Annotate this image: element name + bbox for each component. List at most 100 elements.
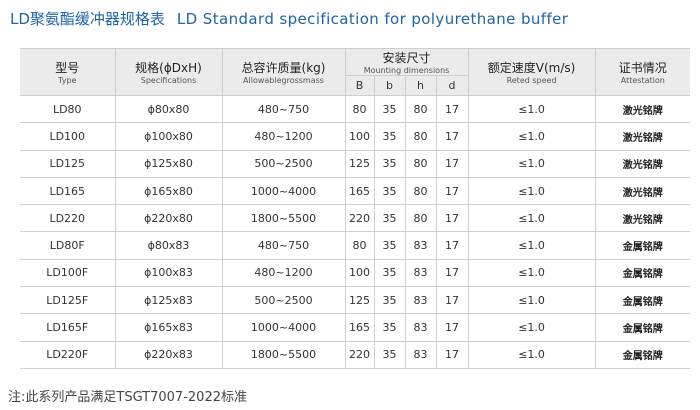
table-row: LD100F ϕ100x83 480~1200 100 35 83 17 ≤1.0 金属铭牌 (20, 258, 691, 288)
table-cell: 激光铭牌 (594, 149, 691, 178)
table-cell: 35 (373, 231, 406, 260)
header-en: Mounting dimensions (363, 66, 450, 75)
table-cell: 80 (404, 149, 437, 178)
table-cell: 金属铭牌 (594, 340, 691, 369)
table-cell: LD125F (20, 286, 116, 315)
table-cell: ϕ125x83 (114, 286, 223, 315)
header-cell: 证书情况 Attestation (594, 48, 691, 96)
header-cell: 额定速度V(m/s) Reted speed (467, 48, 596, 96)
table-cell: ϕ125x80 (114, 149, 223, 178)
table-cell: 激光铭牌 (594, 176, 691, 206)
table-cell: ≤1.0 (467, 286, 596, 315)
title-en: LD Standard specification for polyuretha… (176, 10, 569, 28)
table-cell: ϕ80x83 (114, 231, 223, 260)
sub-header: b (373, 75, 406, 96)
table-cell: 480~1200 (221, 122, 346, 151)
table-cell: ϕ165x83 (114, 313, 223, 342)
table-cell: ϕ100x80 (114, 122, 223, 151)
table-row: LD80 ϕ80x80 480~750 80 35 80 17 ≤1.0 激光铭牌 (20, 94, 691, 124)
table-cell: 220 (344, 340, 375, 369)
table-cell: 80 (404, 176, 437, 206)
table-cell: LD220 (20, 204, 116, 233)
table-cell: 165 (344, 313, 375, 342)
table-row: LD100 ϕ100x80 480~1200 100 35 80 17 ≤1.0 激光铭牌 (20, 122, 691, 151)
table-cell: 17 (435, 340, 469, 369)
table-cell: 1000~4000 (221, 313, 346, 342)
table-cell: LD125 (20, 149, 116, 178)
table-cell: 17 (435, 313, 469, 342)
table-cell: 83 (404, 286, 437, 315)
header-en: Specifications (140, 76, 197, 85)
sub-header: h (404, 75, 437, 96)
table-cell: ϕ220x83 (114, 340, 223, 369)
header-cell: 总容许质量(kg) Allowablegrossmass (221, 48, 346, 96)
table-cell: 480~750 (221, 231, 346, 260)
table-cell: 80 (404, 204, 437, 233)
table-cell: 83 (404, 313, 437, 342)
table-cell: 35 (373, 258, 406, 288)
table-cell: ≤1.0 (467, 94, 596, 124)
table-cell: 17 (435, 94, 469, 124)
table-cell: LD220F (20, 340, 116, 369)
table-row: LD165 ϕ165x80 1000~4000 165 35 80 17 ≤1.0 激光铭牌 (20, 176, 691, 206)
table-cell: ≤1.0 (467, 204, 596, 233)
header-en: Reted speed (506, 76, 557, 85)
table-cell: 220 (344, 204, 375, 233)
header-en: Attestation (620, 76, 665, 85)
table-cell: 激光铭牌 (594, 204, 691, 233)
table-body: LD80 ϕ80x80 480~750 80 35 80 17 ≤1.0 激光铭牌 LD100 ϕ1… (20, 94, 691, 369)
table-cell: ≤1.0 (467, 122, 596, 151)
table-cell: 35 (373, 204, 406, 233)
table-row: LD125 ϕ125x80 500~2500 125 35 80 17 ≤1.0 激光铭牌 (20, 149, 691, 178)
header-cell: 型号 Type (20, 48, 116, 96)
table-cell: 激光铭牌 (594, 94, 691, 124)
header-cell: 安装尺寸 Mounting dimensions (344, 48, 469, 76)
header-zh: 安装尺寸 (382, 51, 431, 65)
table-cell: LD100F (20, 258, 116, 288)
table-cell: 35 (373, 149, 406, 178)
table-cell: 80 (404, 122, 437, 151)
table-row: LD80F ϕ80x83 480~750 80 35 83 17 ≤1.0 金属铭牌 (20, 231, 691, 260)
table-cell: 1800~5500 (221, 340, 346, 369)
table-cell: 17 (435, 231, 469, 260)
table-cell: 17 (435, 176, 469, 206)
table-cell: 83 (404, 340, 437, 369)
header-zh: 总容许质量(kg) (241, 61, 326, 75)
table-cell: ϕ80x80 (114, 94, 223, 124)
table-cell: 480~750 (221, 94, 346, 124)
table-cell: 35 (373, 313, 406, 342)
table-row: LD220F ϕ220x83 1800~5500 220 35 83 17 ≤1.0 金属铭牌 (20, 340, 691, 369)
table-cell: 17 (435, 286, 469, 315)
sub-header: B (345, 75, 375, 96)
table-cell: 35 (373, 94, 406, 124)
table-cell: 80 (344, 231, 375, 260)
table-cell: ϕ100x83 (114, 258, 223, 288)
table-cell: LD165 (20, 176, 116, 206)
table-cell: 100 (344, 122, 375, 151)
table-cell: ≤1.0 (467, 176, 596, 206)
header-zh: 证书情况 (618, 61, 667, 75)
table-row: LD165F ϕ165x83 1000~4000 165 35 83 17 ≤1.0 金属铭牌 (20, 313, 691, 342)
header-zh: 型号 (55, 61, 80, 75)
table-cell: 17 (435, 122, 469, 151)
table-cell: LD165F (20, 313, 116, 342)
table-cell: ≤1.0 (467, 231, 596, 260)
table-header: 型号 Type 规格(ϕDxH) Specifications 总容许质量(kg) A… (20, 48, 691, 96)
title-zh: LD聚氨酯缓冲器规格表 (10, 10, 165, 28)
table-row: LD220 ϕ220x80 1800~5500 220 35 80 17 ≤1.0 激光铭牌 (20, 204, 691, 233)
table-cell: 80 (404, 94, 437, 124)
spec-table: 型号 Type 规格(ϕDxH) Specifications 总容许质量(kg) A… (20, 48, 691, 369)
table-cell: 480~1200 (221, 258, 346, 288)
table-cell: ≤1.0 (467, 258, 596, 288)
table-cell: 35 (373, 286, 406, 315)
header-en: Type (58, 76, 77, 85)
table-cell: ϕ165x80 (114, 176, 223, 206)
footnote: 注:此系列产品满足TSGT7007-2022标准 (8, 390, 247, 405)
table-cell: 金属铭牌 (594, 286, 691, 315)
table-cell: 17 (435, 204, 469, 233)
table-cell: LD80 (20, 94, 116, 124)
table-cell: LD100 (20, 122, 116, 151)
table-row: LD125F ϕ125x83 500~2500 125 35 83 17 ≤1.0 金属铭牌 (20, 286, 691, 315)
table-cell: 100 (344, 258, 375, 288)
